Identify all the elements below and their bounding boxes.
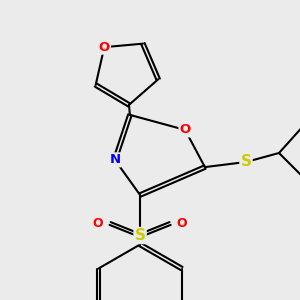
Text: S: S xyxy=(135,228,146,243)
Text: O: O xyxy=(93,217,104,230)
Text: O: O xyxy=(177,217,188,230)
Text: O: O xyxy=(99,41,110,54)
Text: O: O xyxy=(179,123,191,136)
Text: N: N xyxy=(109,153,121,167)
Text: S: S xyxy=(241,154,251,169)
